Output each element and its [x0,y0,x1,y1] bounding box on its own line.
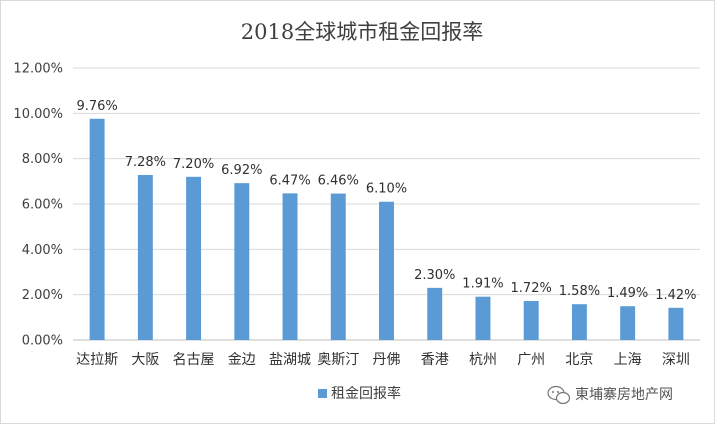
data-label: 1.49% [607,286,648,301]
y-tick-label: 8.00% [22,152,63,167]
bar [379,201,394,340]
data-label: 1.72% [511,281,552,296]
data-label: 1.91% [462,277,503,292]
y-tick-label: 4.00% [22,243,63,258]
data-label: 7.28% [125,155,166,170]
legend-swatch [318,389,327,398]
bar [571,304,587,340]
x-tick-label: 盐湖城 [269,352,311,368]
legend-label: 租金回报率 [331,385,401,402]
x-tick-label: 丹佛 [373,352,401,368]
data-labels: 9.76% 7.28% 7.20% 6.92% 6.47% 6.46% 6.10% 2.30%… [76,99,696,303]
data-label: 6.92% [221,163,262,178]
y-axis-ticks: 0.00% 2.00% 4.00% 6.00% 8.00% 10.00% 12.00% [13,62,63,349]
data-label: 1.42% [655,288,696,303]
data-label: 6.10% [366,182,407,197]
data-label: 6.46% [318,174,359,189]
x-tick-label: 达拉斯 [76,352,118,368]
wechat-bubble-icon [547,385,571,405]
x-tick-label: 杭州 [469,352,497,368]
data-label: 2.30% [414,268,455,283]
watermark-text: 東埔寨房地产网 [575,386,673,403]
bar [427,287,443,340]
bar [186,176,202,340]
data-label: 9.76% [76,99,117,114]
watermark: 東埔寨房地产网 [547,385,673,405]
bar [668,307,684,340]
y-tick-label: 0.00% [22,334,63,349]
y-tick-label: 12.00% [13,62,63,77]
chart-title: 2018全球城市租金回报率 [241,20,483,44]
x-tick-label: 名古屋 [173,352,215,368]
bar [234,183,250,340]
y-tick-label: 10.00% [13,107,63,122]
bar [620,306,636,340]
x-tick-label: 金边 [228,352,256,368]
bar [523,301,539,340]
x-tick-label: 广州 [517,352,545,368]
x-tick-label: 香港 [421,352,449,368]
x-tick-label: 北京 [565,352,593,368]
legend: 租金回报率 [318,385,401,402]
x-tick-label: 大阪 [131,352,159,368]
data-label: 7.20% [173,157,214,172]
y-tick-label: 2.00% [22,288,63,303]
bar [137,174,153,340]
x-tick-label: 深圳 [662,352,690,368]
data-label: 6.47% [269,173,310,188]
data-label: 1.58% [559,284,600,299]
gridlines [73,67,700,341]
x-axis-categories: 达拉斯 大阪 名古屋 金边 盐湖城 奥斯汀 丹佛 香港 杭州 广州 北京 上海 深圳 [76,351,690,368]
bar [330,193,346,340]
y-tick-label: 6.00% [22,198,63,213]
bar [282,193,298,340]
bars [89,118,684,340]
bar [475,296,491,340]
bar [89,118,105,340]
x-tick-label: 上海 [614,352,642,368]
x-tick-label: 奥斯汀 [317,351,359,368]
